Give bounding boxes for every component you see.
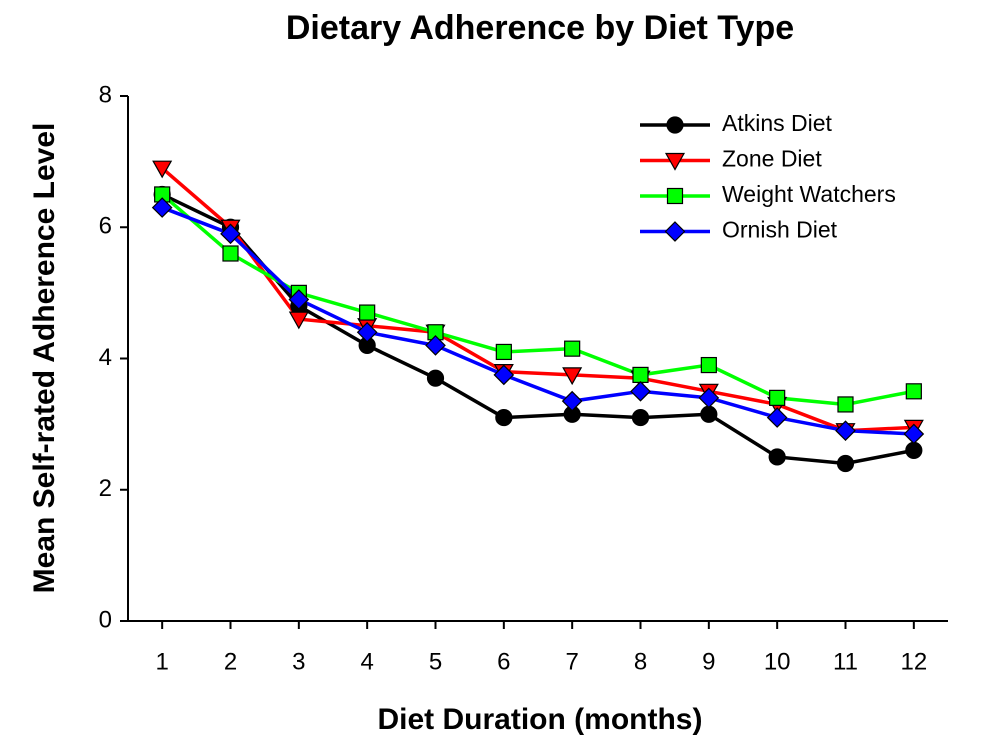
marker	[769, 389, 786, 406]
marker	[562, 367, 583, 386]
marker	[151, 197, 173, 218]
marker	[288, 289, 310, 310]
x-tick-label: 10	[764, 648, 791, 675]
marker	[905, 441, 923, 459]
marker	[905, 383, 922, 400]
x-tick-label: 3	[292, 648, 305, 675]
legend-label: Zone Diet	[722, 146, 822, 172]
legend-label: Atkins Diet	[722, 110, 833, 136]
y-axis-label: Mean Self-rated Adherence Level	[28, 123, 61, 594]
marker	[698, 387, 720, 409]
marker	[664, 152, 686, 171]
marker	[495, 408, 513, 427]
x-tick-label: 5	[429, 648, 442, 675]
marker	[561, 390, 583, 412]
marker	[837, 396, 854, 413]
y-tick-label: 8	[99, 81, 112, 108]
y-tick-label: 0	[99, 606, 112, 633]
marker	[836, 454, 855, 473]
series-line	[161, 192, 915, 466]
y-tick-label: 2	[99, 475, 112, 502]
x-axis-label: Diet Duration (months)	[378, 703, 703, 736]
marker	[766, 407, 788, 428]
marker	[666, 187, 684, 205]
x-tick-label: 12	[900, 648, 927, 675]
x-tick-label: 6	[497, 648, 510, 675]
marker	[630, 380, 651, 402]
marker	[700, 356, 717, 374]
x-tick-label: 8	[634, 648, 647, 675]
series-line	[161, 166, 914, 433]
series-line	[161, 205, 914, 436]
marker	[664, 221, 686, 242]
marker	[700, 405, 718, 423]
marker	[835, 420, 856, 442]
x-tick-label: 9	[702, 648, 715, 675]
x-tick-label: 4	[360, 648, 373, 675]
x-tick-label: 11	[833, 648, 858, 675]
chart-title: Dietary Adherence by Diet Type	[286, 9, 794, 47]
marker	[903, 423, 925, 445]
legend-label: Ornish Diet	[722, 217, 838, 243]
x-tick-label: 1	[155, 648, 168, 675]
marker	[220, 223, 241, 245]
x-tick-label: 2	[224, 648, 237, 675]
marker	[493, 364, 515, 386]
x-tick-label: 7	[565, 648, 578, 675]
marker	[288, 311, 309, 330]
marker	[222, 245, 239, 262]
marker	[768, 448, 786, 466]
marker	[564, 340, 581, 357]
marker	[425, 335, 446, 356]
marker	[666, 116, 684, 134]
marker	[356, 321, 378, 343]
legend-label: Weight Watchers	[722, 181, 896, 207]
marker	[426, 369, 445, 387]
marker	[152, 160, 173, 179]
y-tick-label: 4	[99, 344, 112, 371]
marker	[631, 408, 650, 427]
marker	[495, 343, 512, 361]
marker	[632, 366, 649, 384]
marker	[359, 304, 376, 321]
y-tick-label: 6	[99, 213, 112, 240]
